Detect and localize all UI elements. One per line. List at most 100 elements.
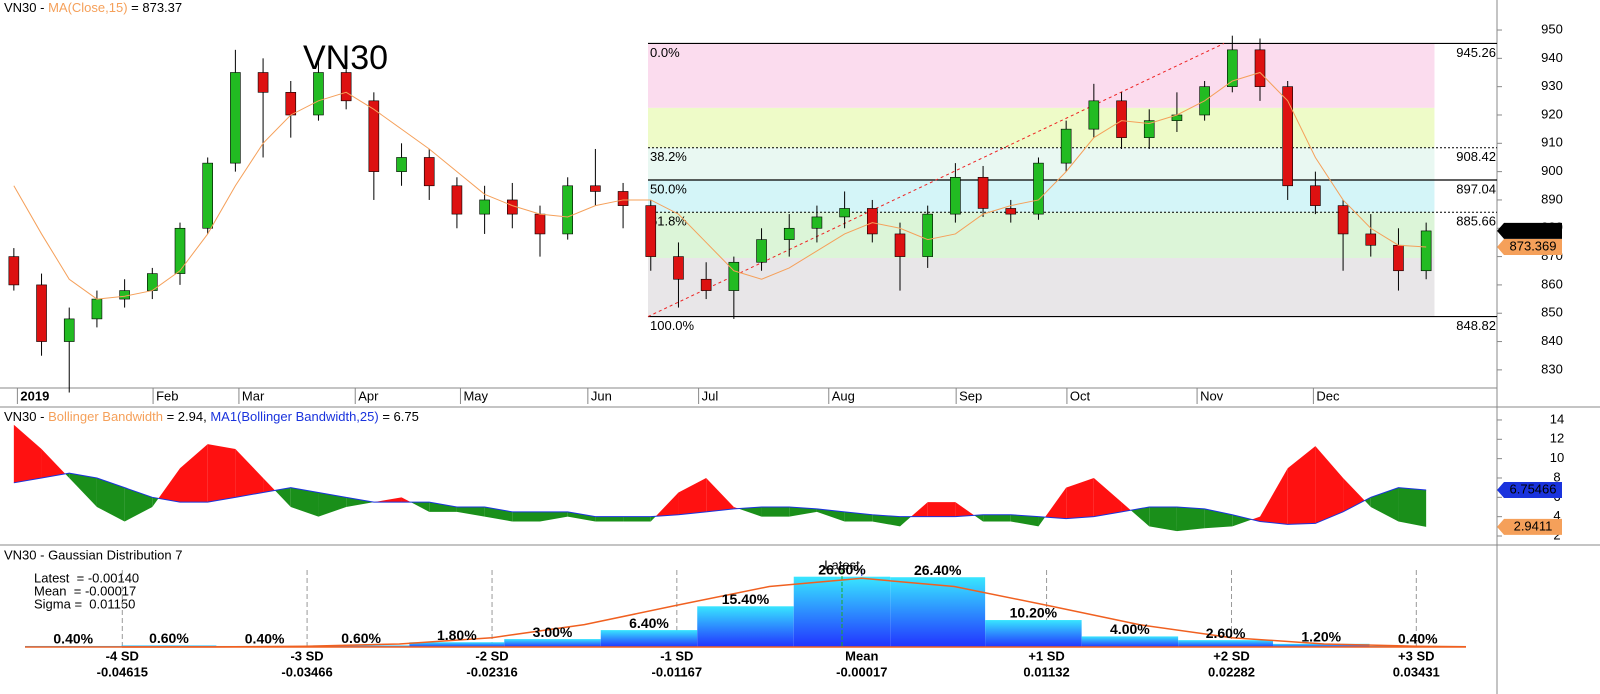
x-tick-value: -0.00017 xyxy=(836,664,887,679)
bar-label: 3.00% xyxy=(533,624,573,640)
candle-body xyxy=(922,213,933,257)
bandwidth-fill xyxy=(1398,487,1427,527)
bandwidth-fill xyxy=(318,492,347,517)
candle-body xyxy=(534,213,546,235)
ma-bandwidth-line xyxy=(13,472,1427,525)
y-tick-label: 10 xyxy=(1550,450,1564,465)
candle-body xyxy=(673,256,684,280)
candle-body xyxy=(894,233,906,257)
bar-label: 0.60% xyxy=(341,630,381,646)
candle-body xyxy=(174,227,186,274)
legend-entry: MA(Close,15) xyxy=(48,0,127,15)
histogram-bar xyxy=(697,606,794,647)
candle-body xyxy=(1143,120,1155,138)
candle-body xyxy=(1420,230,1432,272)
histogram-bar xyxy=(1273,643,1370,647)
bandwidth-fill xyxy=(1038,516,1046,527)
candle-body xyxy=(1365,233,1377,246)
candle-body xyxy=(1393,244,1404,272)
price-box xyxy=(1497,239,1562,256)
histogram-bar xyxy=(600,630,698,647)
candle-body xyxy=(451,185,463,215)
bandwidth-fill xyxy=(872,514,900,527)
candle-body xyxy=(91,298,103,320)
histogram-bar xyxy=(890,577,986,647)
bandwidth-fill xyxy=(41,448,66,478)
x-tick-value: 0.01132 xyxy=(1023,664,1069,679)
bandwidth-fill xyxy=(13,424,42,483)
legend-entry: MA1(Bollinger Bandwidth,25) xyxy=(210,409,378,424)
bandwidth-fill xyxy=(678,477,707,515)
y-tick-label: 12 xyxy=(1550,431,1564,446)
bandwidth-fill xyxy=(1176,506,1205,532)
candle-body xyxy=(811,216,823,229)
y-tick-label: 8 xyxy=(1553,469,1560,484)
fib-label: 100.0% xyxy=(650,318,695,333)
x-tick-label: Aug xyxy=(832,388,855,403)
ma-line xyxy=(13,71,1427,300)
bandwidth-fill xyxy=(1130,506,1150,527)
histogram-bar xyxy=(312,645,410,647)
title-part: = 2.94, xyxy=(163,409,210,424)
histogram-bar xyxy=(1081,636,1179,647)
bandwidth-fill xyxy=(1149,506,1177,532)
bar-label: 1.20% xyxy=(1301,629,1341,645)
candle-body xyxy=(1088,100,1100,130)
histogram-bar xyxy=(1178,640,1274,647)
bandwidth-fill xyxy=(401,497,411,503)
legend-entry: Bollinger Bandwidth xyxy=(48,409,163,424)
bandwidth-fill xyxy=(706,477,734,512)
watermark: VN30 xyxy=(303,39,388,77)
x-tick-label: May xyxy=(463,388,488,403)
title-part: = 873.37 xyxy=(128,0,183,15)
value-box xyxy=(1497,518,1562,535)
candle-body xyxy=(1310,185,1321,206)
bar-label: 2.60% xyxy=(1206,625,1246,641)
value-label: 6.75466 xyxy=(1510,481,1557,496)
x-tick-value: 0.02282 xyxy=(1208,664,1255,679)
panel-title: VN30 - Bollinger Bandwidth = 2.94, MA1(B… xyxy=(4,409,419,424)
candle-body xyxy=(8,256,20,286)
candle-body xyxy=(202,162,213,229)
fib-band xyxy=(648,212,1435,259)
bandwidth-fill xyxy=(1364,497,1371,507)
bandwidth-fill xyxy=(655,492,679,517)
x-tick-label: Apr xyxy=(358,388,379,403)
bandwidth-fill xyxy=(1066,477,1094,519)
candle-body xyxy=(783,227,795,240)
title-part: VN30 - xyxy=(4,409,48,424)
price-label: 873.369 xyxy=(1510,238,1557,253)
bandwidth-fill xyxy=(1260,468,1288,525)
candle-body xyxy=(313,72,324,116)
x-tick-label: Jun xyxy=(591,388,612,403)
histogram-bar xyxy=(504,639,601,647)
y-tick-label: 910 xyxy=(1541,135,1563,150)
bandwidth-fill xyxy=(429,502,457,512)
bandwidth-fill xyxy=(540,511,568,522)
candle-body xyxy=(728,261,740,291)
fib-value: 897.04 xyxy=(1456,181,1496,196)
x-tick-label: Mar xyxy=(242,388,265,403)
bandwidth-fill xyxy=(456,506,485,517)
value-label: 2.9411 xyxy=(1514,518,1553,533)
y-tick-label: 920 xyxy=(1541,106,1563,121)
candle-body xyxy=(340,72,352,102)
x-tick-value: -0.04615 xyxy=(97,664,148,679)
bar-label: 10.20% xyxy=(1010,605,1058,621)
y-tick-label: 2 xyxy=(1553,527,1560,542)
x-tick-label: +1 SD xyxy=(1028,648,1065,663)
bandwidth-fill xyxy=(1232,514,1252,527)
candle-body xyxy=(645,205,657,257)
candle-body xyxy=(36,284,47,342)
bandwidth-fill xyxy=(484,506,513,522)
x-tick-label: Sep xyxy=(959,388,982,403)
x-tick-label: Nov xyxy=(1200,388,1224,403)
candle-body xyxy=(562,185,573,235)
y-tick-label: 830 xyxy=(1541,361,1563,376)
panel-title: VN30 - MA(Close,15) = 873.37 xyxy=(4,0,182,15)
normal-curve xyxy=(121,577,1467,648)
bar-label: 0.40% xyxy=(1398,631,1438,647)
candle-body xyxy=(368,100,380,172)
bandwidth-fill xyxy=(158,468,180,503)
bandwidth-fill xyxy=(152,497,159,507)
